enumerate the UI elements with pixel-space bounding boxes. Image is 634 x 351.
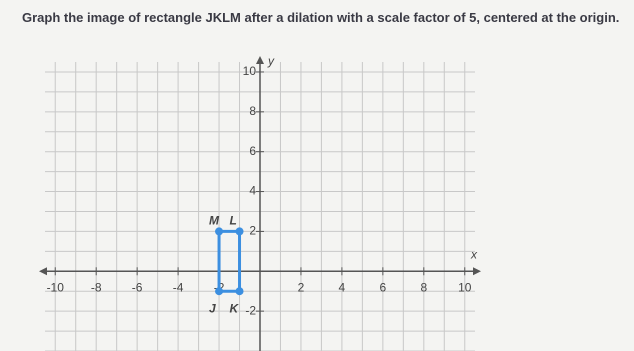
y-tick-label: 6 [249,144,256,158]
y-tick-label: 10 [243,64,257,78]
point-label: K [230,301,240,315]
x-tick-label: 2 [298,280,305,294]
question: Graph the image of rectangle JKLM after … [22,10,620,25]
x-axis-label: x [470,247,478,261]
y-tick-label: 2 [249,224,256,238]
y-tick-label: -2 [245,303,256,317]
point-label: J [209,301,216,315]
point-label: L [230,214,237,228]
x-tick-label: -10 [47,280,65,294]
x-tick-label: 6 [380,280,387,294]
point [215,287,224,296]
y-tick-label: 8 [249,104,256,118]
y-axis-label: y [267,54,275,68]
x-tick-label: -6 [132,280,143,294]
point [235,227,244,236]
point [215,227,224,236]
point [235,287,244,296]
x-tick-label: 10 [458,280,472,294]
x-tick-label: 8 [420,280,427,294]
x-tick-label: -8 [91,280,102,294]
y-tick-label: 4 [249,184,256,198]
point-label: M [209,214,220,228]
x-tick-label: 4 [339,280,346,294]
x-tick-label: -4 [173,280,184,294]
